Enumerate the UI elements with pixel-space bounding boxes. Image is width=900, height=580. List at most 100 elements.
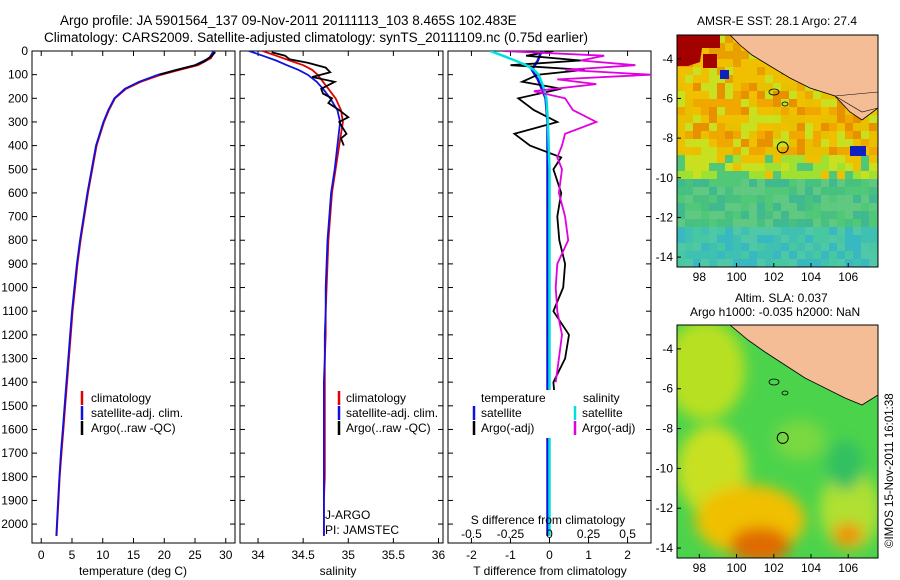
sst-cell: [837, 123, 845, 131]
sst-cell: [813, 251, 821, 259]
sst-cell: [829, 131, 837, 139]
sst-cell: [781, 203, 789, 211]
sst-cell: [797, 171, 805, 179]
difference-legend-salinity: salinity satellite Argo(-adj): [545, 390, 645, 438]
annotation-program: J-ARGO: [325, 508, 370, 522]
sst-cell: [821, 211, 829, 219]
sst-cell: [741, 115, 749, 123]
sla-land-sumatra: [729, 325, 878, 406]
sst-cell: [805, 131, 813, 139]
sst-cell: [797, 227, 805, 235]
sst-cell: [869, 251, 877, 259]
sst-cell: [781, 235, 789, 243]
sst-cell: [845, 131, 853, 139]
sst-island-outline: [768, 88, 780, 96]
sst-cell: [677, 195, 685, 203]
series-line-satellite-adj-clim-: [55, 51, 215, 536]
sst-cell: [741, 219, 749, 227]
salinity-series: [248, 51, 350, 536]
sst-cell: [837, 99, 845, 107]
map-lat-label: -4: [662, 52, 673, 66]
sst-cell: [797, 99, 805, 107]
sst-cell: [813, 155, 821, 163]
sst-cell: [733, 155, 741, 163]
sst-cell: [781, 251, 789, 259]
s-difference-tick-label: 0: [546, 527, 553, 541]
sst-cell: [741, 163, 749, 171]
sst-cell: [853, 219, 861, 227]
sst-cell: [765, 67, 773, 75]
sst-cell: [853, 259, 861, 267]
sst-cell: [805, 107, 813, 115]
sst-cell: [837, 147, 845, 155]
legend-satellite: satellite-adj. clim.: [346, 406, 438, 420]
sst-cell: [741, 59, 749, 67]
sst-cell: [733, 211, 741, 219]
sst-cell: [789, 91, 797, 99]
map-lat-label: -6: [662, 91, 673, 105]
sst-cell: [725, 187, 733, 195]
sst-cell: [717, 131, 725, 139]
sst-cell: [757, 75, 765, 83]
sst-cell: [733, 67, 741, 75]
sst-cell: [709, 195, 717, 203]
sst-cell: [869, 123, 877, 131]
sst-cell: [837, 171, 845, 179]
sst-cell: [733, 219, 741, 227]
sst-cell: [829, 251, 837, 259]
sst-cell: [757, 259, 765, 267]
sst-cell: [789, 83, 797, 91]
series-line-s-satellite: [489, 51, 551, 536]
sst-cell: [733, 99, 741, 107]
sst-cell: [717, 43, 725, 51]
sst-cell: [797, 115, 805, 123]
sst-cell: [797, 147, 805, 155]
sst-cell: [717, 83, 725, 91]
sst-cell: [781, 243, 789, 251]
sst-cell: [821, 147, 829, 155]
sst-cell: [741, 131, 749, 139]
sst-cell: [853, 115, 861, 123]
sst-cell: [789, 107, 797, 115]
sst-cell: [789, 155, 797, 163]
sst-cell: [861, 139, 869, 147]
sst-cell: [749, 259, 757, 267]
sst-cell: [717, 171, 725, 179]
sst-cell: [757, 171, 765, 179]
x-tick-label: 35: [342, 548, 356, 562]
sst-cell: [837, 211, 845, 219]
sst-cell: [861, 187, 869, 195]
sst-cell: [789, 243, 797, 251]
sst-cell: [685, 83, 693, 91]
sst-cell: [685, 203, 693, 211]
sst-cell: [701, 163, 709, 171]
sst-cell: [725, 203, 733, 211]
sst-cell: [853, 123, 861, 131]
sst-cell: [797, 259, 805, 267]
sst-cell: [829, 235, 837, 243]
depth-tick-label: 400: [8, 139, 28, 153]
sst-cell: [813, 219, 821, 227]
series-line-argo-raw-qc-: [159, 51, 216, 76]
sst-cell: [845, 211, 853, 219]
sst-cell: [717, 227, 725, 235]
sst-cell: [717, 59, 725, 67]
sst-cell: [757, 83, 765, 91]
sst-cell: [749, 179, 757, 187]
x-tick-label: 15: [127, 548, 141, 562]
sst-cell: [677, 251, 685, 259]
sst-cell: [693, 227, 701, 235]
sst-cell: [757, 59, 765, 67]
sst-cell: [733, 75, 741, 83]
temperature-legend: climatology satellite-adj. clim. Argo(..…: [80, 391, 183, 435]
sla-map-title-line-2: Argo h1000: -0.035 h2000: NaN: [690, 305, 860, 319]
map-lat-label: -6: [662, 382, 673, 396]
sst-cell: [709, 219, 717, 227]
sst-cell: [677, 235, 685, 243]
sst-cell: [837, 243, 845, 251]
sst-cell: [685, 91, 693, 99]
sst-cell: [789, 251, 797, 259]
sst-cell: [717, 203, 725, 211]
sst-cell: [869, 235, 877, 243]
sst-cell: [829, 227, 837, 235]
